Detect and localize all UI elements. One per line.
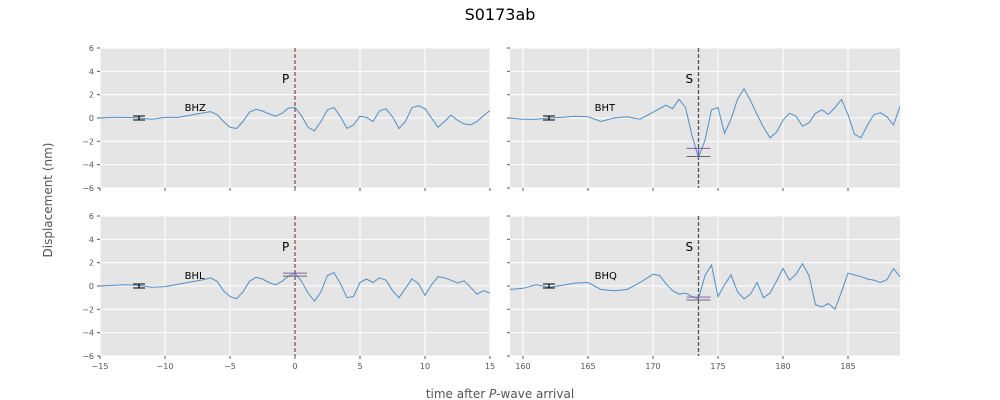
x-tick-label: 165 [580, 362, 595, 371]
x-tick-label: 180 [775, 362, 790, 371]
x-tick-label: 175 [710, 362, 725, 371]
phase-label: S [686, 72, 694, 86]
x-tick-label: 10 [420, 362, 430, 371]
y-axis-label: Displacement (nm) [41, 143, 55, 258]
channel-label: BHZ [185, 103, 206, 114]
y-tick-label: −2 [82, 305, 94, 314]
channel-label: BHQ [595, 271, 617, 282]
y-tick-label: 6 [89, 212, 94, 221]
phase-label: P [282, 240, 289, 254]
x-tick-label: −15 [92, 362, 109, 371]
x-tick-label: −5 [224, 362, 236, 371]
panels-group: −6 −4 −2 0 2 4 6 BHZ P BHT S −15 −10 −5 0 5 10 15 −6 −4 −2 0 2… [82, 44, 900, 371]
panel-tl: −6 −4 −2 0 2 4 6 BHZ P [82, 44, 491, 193]
y-tick-label: −6 [82, 352, 94, 361]
x-axis-label-suffix: -wave arrival [496, 387, 574, 400]
y-tick-label: 6 [89, 44, 94, 53]
x-tick-label: 0 [292, 362, 297, 371]
channel-label: BHT [595, 103, 616, 114]
panel-bl: −15 −10 −5 0 5 10 15 −6 −4 −2 0 2 4 6 BHL P [82, 212, 495, 371]
y-tick-label: −2 [82, 137, 94, 146]
panel-br: 160 165 170 175 180 185 BHQ S [507, 215, 900, 371]
channel-label: BHL [185, 271, 205, 282]
waveform-trace [510, 87, 900, 160]
y-tick-label: 0 [89, 114, 94, 123]
waveform-trace [510, 262, 900, 311]
x-tick-label: 5 [357, 362, 362, 371]
x-axis-label-italic: P [489, 387, 497, 400]
y-tick-label: −6 [82, 184, 94, 193]
x-tick-label: 160 [515, 362, 530, 371]
x-axis-label: time after P-wave arrival [426, 387, 574, 400]
y-tick-label: 4 [89, 235, 94, 244]
panel-tr: BHT S [507, 47, 900, 191]
chart-title: S0173ab [465, 5, 536, 24]
waveform-trace [100, 271, 490, 303]
y-tick-label: 0 [89, 282, 94, 291]
y-tick-label: −4 [82, 161, 94, 170]
y-tick-label: 4 [89, 67, 94, 76]
x-tick-label: −10 [157, 362, 174, 371]
x-tick-label: 15 [485, 362, 495, 371]
x-axis-label-prefix: time after [426, 387, 489, 400]
x-tick-label: 170 [645, 362, 660, 371]
phase-label: S [686, 240, 694, 254]
y-tick-label: −4 [82, 329, 94, 338]
y-tick-label: 2 [89, 91, 94, 100]
phase-label: P [282, 72, 289, 86]
x-tick-label: 185 [840, 362, 855, 371]
waveform-trace [100, 105, 490, 132]
y-tick-label: 2 [89, 259, 94, 268]
